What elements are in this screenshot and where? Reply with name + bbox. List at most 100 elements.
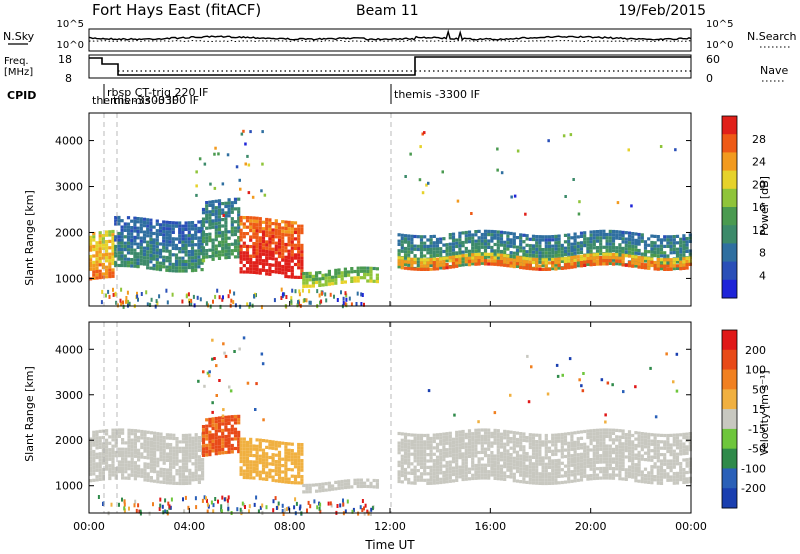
heatmap-cell: [513, 194, 517, 198]
heatmap-cell: [432, 247, 436, 251]
heatmap-cell: [205, 249, 209, 253]
heatmap-cell: [146, 259, 150, 263]
heatmap-cell: [217, 429, 222, 433]
heatmap-cell: [410, 234, 414, 238]
heatmap-cell: [653, 478, 657, 482]
heatmap-cell: [224, 438, 228, 442]
heatmap-cell: [608, 233, 612, 237]
heatmap-cell: [483, 434, 488, 438]
heatmap-cell: [268, 247, 272, 251]
heatmap-cell: [350, 267, 354, 271]
heatmap-cell: [92, 465, 96, 470]
heatmap-cell: [650, 465, 654, 469]
heatmap-cell: [595, 230, 600, 234]
heatmap-cell: [217, 250, 222, 254]
heatmap-cell: [101, 289, 104, 294]
heatmap-cell: [214, 429, 218, 433]
heatmap-cell: [105, 451, 109, 455]
heatmap-cell: [595, 249, 600, 253]
heatmap-cell: [165, 236, 169, 240]
heatmap-cell: [346, 499, 349, 504]
heatmap-cell: [567, 448, 571, 452]
heatmap-cell: [197, 439, 201, 443]
heatmap-cell: [265, 227, 269, 231]
heatmap-cell: [284, 220, 288, 224]
heatmap-cell: [89, 456, 93, 460]
heatmap-cell: [461, 250, 465, 254]
heatmap-cell: [185, 443, 189, 447]
heatmap-cell: [659, 453, 664, 457]
colorbar-swatch: [722, 134, 737, 153]
heatmap-cell: [595, 431, 600, 436]
heatmap-cell: [554, 462, 558, 466]
heatmap-cell: [230, 431, 234, 435]
heatmap-cell: [557, 240, 561, 245]
heatmap-cell: [95, 273, 99, 277]
heatmap-cell: [503, 442, 507, 446]
heatmap-cell: [586, 461, 590, 465]
heatmap-cell: [280, 287, 283, 292]
heatmap-cell: [89, 459, 93, 464]
heatmap-cell: [98, 468, 102, 472]
heatmap-cell: [554, 452, 558, 456]
heatmap-cell: [474, 470, 478, 474]
heatmap-cell: [155, 222, 159, 226]
heatmap-cell: [519, 473, 523, 477]
heatmap-cell: [528, 445, 532, 450]
heatmap-cell: [659, 433, 664, 437]
heatmap-cell: [675, 446, 680, 450]
heatmap-cell: [624, 474, 628, 478]
y-tick-label: 4000: [55, 343, 83, 356]
heatmap-cell: [297, 234, 301, 238]
heatmap-cell: [239, 440, 243, 444]
heatmap-cell: [547, 244, 552, 248]
heatmap-cell: [334, 487, 338, 491]
heatmap-cell: [108, 275, 112, 279]
heatmap-cell: [535, 235, 539, 239]
heatmap-cell: [685, 445, 689, 449]
heatmap-cell: [327, 276, 331, 280]
heatmap-cell: [249, 466, 253, 470]
heatmap-cell: [117, 454, 121, 458]
heatmap-cell: [334, 278, 338, 282]
heatmap-cell: [224, 256, 228, 260]
heatmap-cell: [172, 456, 176, 460]
heatmap-cell: [631, 235, 635, 239]
heatmap-cell: [92, 244, 96, 248]
heatmap-cell: [114, 264, 118, 268]
heatmap-cell: [589, 432, 593, 436]
heatmap-cell: [426, 267, 430, 271]
heatmap-cell: [181, 472, 185, 476]
heatmap-cell: [187, 505, 190, 510]
heatmap-cell: [277, 251, 282, 255]
heatmap-cell: [249, 476, 253, 480]
heatmap-cell: [227, 255, 231, 259]
heatmap-cell: [490, 444, 494, 448]
heatmap-cell: [127, 460, 131, 464]
heatmap-cell: [471, 262, 475, 266]
heatmap-cell: [95, 276, 99, 280]
heatmap-cell: [666, 475, 670, 479]
heatmap-cell: [190, 256, 195, 260]
heatmap-cell: [318, 482, 322, 487]
heatmap-cell: [230, 415, 234, 419]
heatmap-cell: [679, 260, 683, 264]
heatmap-cell: [188, 456, 192, 460]
heatmap-cell: [105, 275, 109, 279]
heatmap-cell: [130, 229, 134, 233]
heatmap-cell: [592, 435, 596, 439]
heatmap-cell: [237, 223, 241, 227]
heatmap-cell: [201, 458, 205, 462]
heatmap-cell: [220, 509, 223, 514]
heatmap-cell: [524, 212, 527, 216]
heatmap-cell: [172, 436, 176, 441]
heatmap-cell: [201, 461, 205, 465]
heatmap-cell: [117, 263, 121, 268]
heatmap-cell: [423, 443, 427, 447]
heatmap-cell: [448, 438, 452, 442]
heatmap-cell: [423, 456, 427, 460]
heatmap-cell: [159, 470, 163, 475]
heatmap-cell: [659, 247, 664, 252]
heatmap-cell: [487, 233, 491, 237]
